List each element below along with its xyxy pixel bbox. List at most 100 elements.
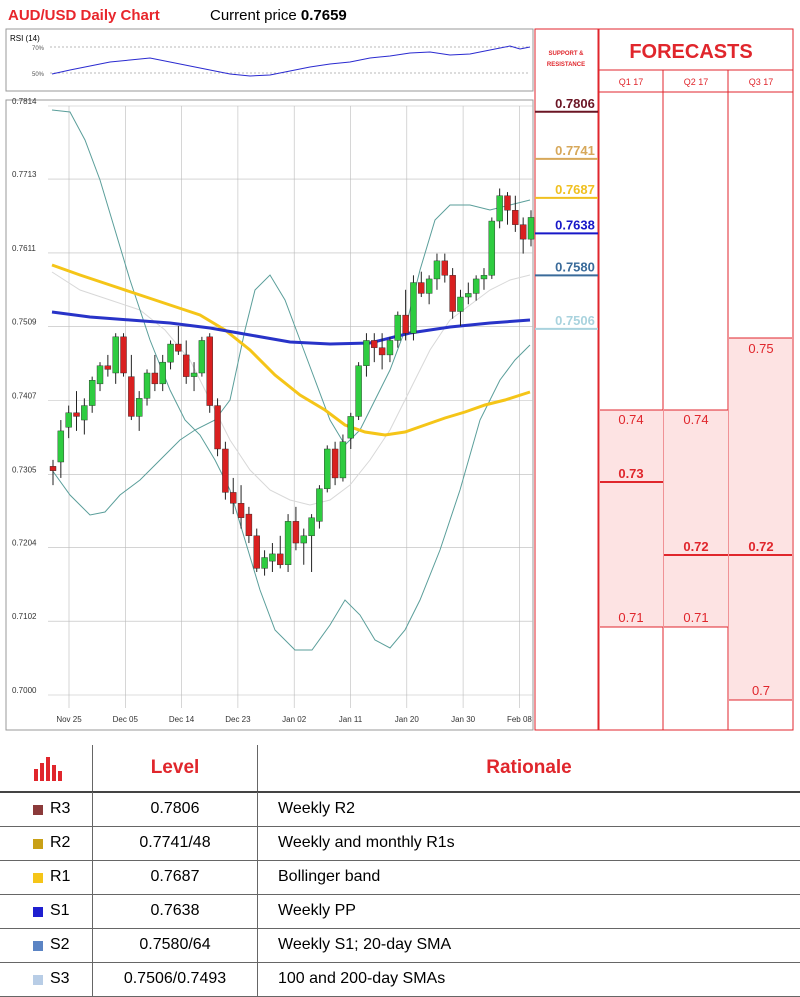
table-row: S3 0.7506/0.7493 100 and 200-day SMAs [0, 962, 800, 997]
candle-body [73, 412, 80, 417]
level-rationale: Weekly S1; 20-day SMA [278, 936, 452, 953]
candle-body [504, 195, 511, 211]
row-label-cell: S2 [0, 928, 93, 962]
header-rationale: Rationale [486, 757, 572, 778]
date-tick: Feb 08 [507, 715, 532, 724]
level-value: 0.7687 [93, 860, 258, 894]
rsi-line [51, 45, 531, 77]
date-tick: Jan 20 [395, 715, 420, 724]
candle-body [183, 354, 190, 377]
price-tick: 0.7102 [12, 612, 37, 621]
candles [49, 188, 535, 576]
candle-body [135, 398, 143, 417]
indicators [51, 109, 531, 651]
candle-body [159, 361, 166, 385]
candle-body [167, 343, 174, 363]
candle-body [214, 405, 221, 450]
bollinger-lower [51, 109, 531, 651]
date-tick: Dec 23 [225, 715, 251, 724]
candle-body [198, 340, 206, 374]
candle-body [331, 448, 339, 479]
candle-body [284, 521, 292, 565]
sr-level-value: 0.7638 [555, 217, 595, 232]
table-row: S2 0.7580/64 Weekly S1; 20-day SMA [0, 928, 800, 963]
rsi-frame [5, 28, 534, 92]
forecast-title: FORECASTS [629, 41, 752, 63]
q3-range [729, 338, 792, 700]
sma200-line [51, 263, 531, 437]
q2-low: 0.71 [683, 610, 708, 625]
candle-body [418, 282, 425, 294]
q2-range [664, 410, 728, 627]
current-price: Current price 0.7659 [210, 7, 347, 24]
candle-body [402, 314, 409, 334]
candle-body [230, 492, 237, 504]
forecasts-panel: FORECASTS Q1 17 Q2 17 Q3 17 0.74 0.73 0.… [598, 28, 794, 731]
candle-body [488, 220, 496, 276]
candle-body [190, 372, 198, 377]
candle-body [57, 430, 65, 463]
price-tick: 0.7814 [12, 97, 37, 106]
candle-body [410, 282, 417, 334]
level-label: R3 [50, 800, 71, 817]
level-value: 0.7638 [93, 894, 258, 928]
level-value: 0.7806 [93, 792, 258, 826]
candle-body [49, 466, 57, 471]
table-row: R1 0.7687 Bollinger band [0, 860, 800, 895]
current-price-value: 0.7659 [300, 7, 347, 24]
price-tick: 0.7611 [12, 244, 36, 253]
support-resistance-column: SUPPORT & RESISTANCE 0.7806 0.7741 0.7687 0… [534, 28, 599, 731]
level-color-swatch [33, 907, 43, 917]
price-tick: 0.7509 [12, 318, 37, 327]
candle-body [277, 553, 284, 565]
candle-body [527, 217, 535, 240]
candle-body [206, 336, 213, 406]
candle-body [449, 275, 456, 312]
candle-body [300, 535, 307, 544]
candle-body [519, 224, 527, 240]
candle-body [441, 260, 449, 276]
candle-body [433, 260, 441, 280]
level-rationale: Bollinger band [278, 868, 381, 885]
candle-body [96, 365, 104, 385]
candle-body [104, 365, 112, 370]
date-axis: Nov 25 Dec 05 Dec 14 Dec 23 Jan 02 Jan 11 Jan … [56, 715, 532, 724]
candle-body [371, 340, 378, 348]
date-tick: Dec 05 [113, 715, 139, 724]
candle-body [347, 416, 354, 439]
q3-low: 0.7 [752, 683, 770, 698]
chart-title: AUD/USD Daily Chart [8, 7, 160, 24]
candle-body [261, 557, 268, 569]
candle-body [363, 340, 370, 366]
sr-level-value: 0.7506 [555, 313, 595, 328]
sr-header-line-2: RESISTANCE [547, 62, 585, 68]
date-tick: Jan 11 [339, 715, 363, 724]
level-label: R2 [50, 834, 71, 851]
candle-body [324, 448, 331, 489]
candle-body [151, 372, 159, 385]
candle-body [394, 314, 401, 341]
price-axis: 0.7814 0.7713 0.7611 0.7509 0.7407 0.7305 0.72… [12, 97, 37, 695]
candle-body [316, 488, 323, 522]
level-rationale: Weekly and monthly R1s [278, 834, 455, 851]
level-value: 0.7506/0.7493 [93, 962, 258, 996]
sr-level-value: 0.7580 [555, 259, 595, 274]
date-tick: Jan 02 [282, 715, 307, 724]
sr-header-line-1: SUPPORT & [548, 51, 584, 57]
candle-body [81, 405, 88, 421]
price-tick: 0.7204 [12, 538, 37, 547]
date-tick: Jan 30 [451, 715, 476, 724]
level-rationale: Weekly R2 [278, 800, 356, 817]
chart-area: RSI (14) 70% 50% 0.78140.77130.76110.750… [5, 28, 794, 731]
candle-body [480, 275, 488, 280]
candle-body [175, 343, 182, 352]
bar-chart-icon [34, 757, 62, 781]
price-tick: 0.7000 [12, 686, 37, 695]
level-color-swatch [33, 839, 43, 849]
row-label-cell: R1 [0, 860, 93, 894]
candle-body [88, 380, 96, 406]
q1-low: 0.71 [618, 610, 643, 625]
candle-body [308, 517, 315, 537]
quarter-q3: Q3 17 [749, 77, 774, 87]
current-price-label: Current price [210, 7, 297, 24]
